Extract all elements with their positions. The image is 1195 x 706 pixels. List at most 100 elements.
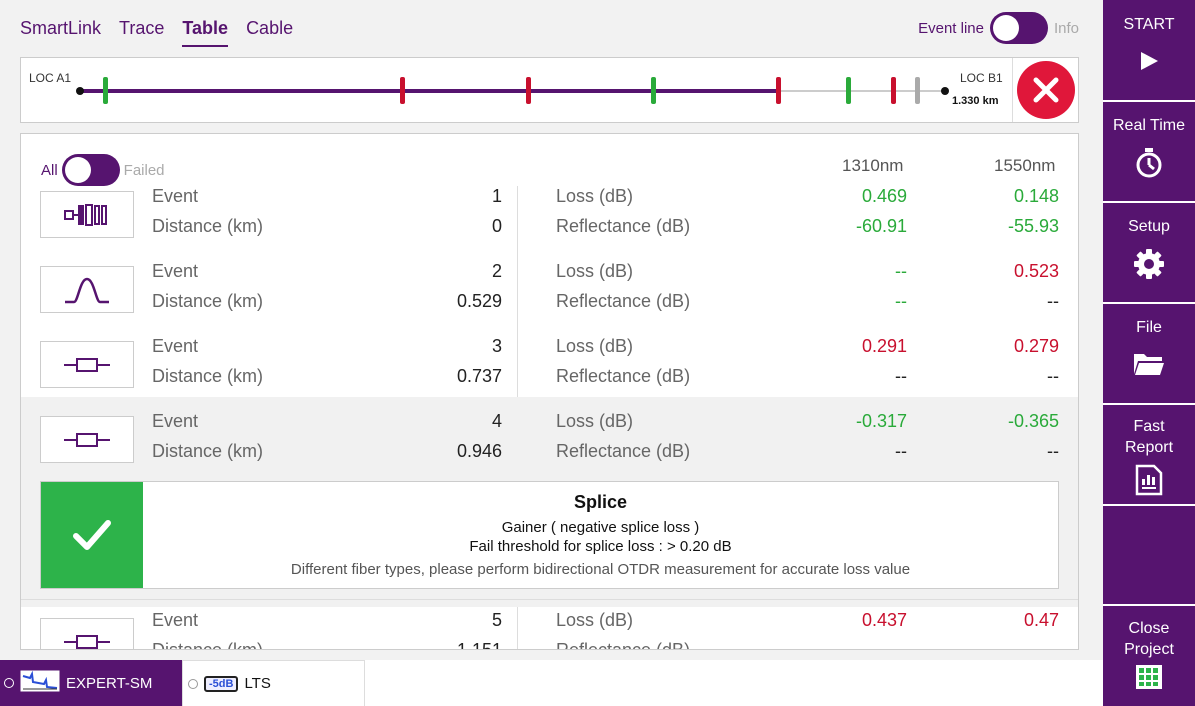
splice-line-1: Gainer ( negative splice loss ) — [501, 519, 700, 536]
reflectance-1310: -- — [895, 291, 907, 311]
filter-failed-label: Failed — [123, 161, 165, 179]
setup-button[interactable]: Setup — [1103, 203, 1195, 304]
setup-label: Setup — [1128, 218, 1170, 235]
link-event-marker-2 — [400, 77, 405, 104]
event-label: Event — [152, 186, 199, 206]
event-row-1[interactable]: Event 1 Distance (km) 0 Loss (dB) 0.469 … — [21, 182, 1078, 257]
splice-event-icon — [40, 341, 134, 388]
bottom-tab-bar: EXPERT-SM -5dB LTS — [0, 660, 1103, 706]
splice-event-icon — [40, 416, 134, 463]
event-distance: 0.529 — [456, 291, 502, 311]
event-number: 3 — [491, 336, 502, 356]
loss-label: Loss (dB) — [556, 411, 634, 431]
otdr-trace-icon — [20, 670, 60, 696]
start-button[interactable]: START — [1103, 0, 1195, 102]
wavelength-1550-header: 1550nm — [994, 156, 1056, 175]
link-event-marker-4 — [651, 77, 656, 104]
launch-connector-icon — [40, 191, 134, 238]
loss-1310: 0.437 — [861, 610, 907, 630]
distance-label: Distance (km) — [152, 640, 264, 650]
event-distance: 1.151 — [456, 640, 502, 650]
reflectance-label: Reflectance (dB) — [556, 441, 691, 461]
loss-1310: 0.469 — [861, 186, 907, 206]
close-project-button[interactable]: Close Project — [1103, 606, 1195, 706]
distance-label: Distance (km) — [152, 291, 264, 311]
all-failed-filter: All Failed — [41, 154, 165, 186]
event-distance: 0 — [491, 216, 502, 236]
event-line-toggle-group: Event line Info — [918, 12, 1079, 44]
reflectance-1310: -- — [895, 441, 907, 461]
close-project-label-line2: Project — [1124, 641, 1174, 658]
file-label: File — [1136, 319, 1162, 336]
link-end-label: LOC B1 — [960, 71, 1003, 85]
loss-1550: -0.365 — [1007, 411, 1059, 431]
reflectance-label: Reflectance (dB) — [556, 216, 691, 236]
project-grid-icon — [1103, 664, 1195, 695]
fast-report-label: Fast Report — [1103, 416, 1195, 458]
file-button[interactable]: File — [1103, 304, 1195, 405]
fast-report-label-line2: Report — [1124, 439, 1174, 456]
close-project-label-line1: Close — [1128, 620, 1170, 637]
loss-1310: 0.291 — [861, 336, 907, 356]
reflectance-1310: -- — [895, 366, 907, 386]
reflective-event-icon — [40, 266, 134, 313]
event-number: 2 — [491, 261, 502, 281]
stopwatch-icon — [1103, 147, 1195, 184]
loss-1550: 0.47 — [1023, 610, 1059, 630]
event-row-5[interactable]: Event 5 Distance (km) 1.151 Loss (dB) 0.… — [21, 599, 1078, 650]
splice-detail-card: Splice Gainer ( negative splice loss ) F… — [40, 481, 1059, 589]
loss-label: Loss (dB) — [556, 336, 634, 356]
fast-report-label-line1: Fast — [1133, 418, 1165, 435]
splice-detail-text: Splice Gainer ( negative splice loss ) F… — [143, 482, 1058, 578]
power-meter-icon: -5dB — [204, 675, 239, 692]
reflectance-1550: -- — [1047, 291, 1059, 311]
right-sidebar: START Real Time Setup File Fast Report — [1103, 0, 1195, 706]
sidebar-empty-slot — [1103, 506, 1195, 606]
event-line-info-toggle[interactable] — [989, 12, 1048, 44]
event-number: 4 — [491, 411, 502, 431]
loss-label: Loss (dB) — [556, 186, 634, 206]
tab-smartlink[interactable]: SmartLink — [20, 18, 102, 38]
tab-cable[interactable]: Cable — [246, 18, 294, 38]
reflectance-label: Reflectance (dB) — [556, 640, 691, 650]
event-line-label: Event line — [918, 19, 984, 37]
event-label: Event — [152, 610, 199, 630]
radio-indicator-icon — [188, 678, 198, 689]
link-event-marker-6 — [846, 77, 851, 104]
distance-label: Distance (km) — [152, 366, 264, 386]
bottom-tab-lts[interactable]: -5dB LTS — [182, 660, 365, 706]
event-label: Event — [152, 411, 199, 431]
reflectance-label: Reflectance (dB) — [556, 291, 691, 311]
link-event-marker-5 — [776, 77, 781, 104]
report-icon — [1103, 464, 1195, 501]
tab-table[interactable]: Table — [182, 18, 229, 47]
start-label: START — [1123, 16, 1175, 33]
event-number: 1 — [491, 186, 502, 206]
event-row-3[interactable]: Event 3 Distance (km) 0.737 Loss (dB) 0.… — [21, 332, 1078, 407]
reflectance-1310: -60.91 — [855, 216, 907, 236]
link-event-marker-1 — [103, 77, 108, 104]
link-event-marker-8 — [915, 77, 920, 104]
tab-trace[interactable]: Trace — [119, 18, 165, 38]
real-time-button[interactable]: Real Time — [1103, 102, 1195, 203]
link-overview: LOC A1 LOC B1 1.330 km — [20, 57, 1079, 123]
link-event-marker-3 — [526, 77, 531, 104]
reflectance-label: Reflectance (dB) — [556, 366, 691, 386]
pass-check-icon — [41, 482, 143, 588]
splice-title: Splice — [573, 492, 628, 512]
link-fail-status-button[interactable] — [1012, 58, 1078, 122]
distance-label: Distance (km) — [152, 216, 264, 236]
event-row-2[interactable]: Event 2 Distance (km) 0.529 Loss (dB) --… — [21, 257, 1078, 332]
reflectance-1550: -- — [1047, 441, 1059, 461]
fast-report-button[interactable]: Fast Report — [1103, 405, 1195, 506]
event-number: 5 — [491, 610, 502, 630]
fiber-link-line — [76, 77, 949, 104]
folder-icon — [1103, 351, 1195, 382]
bottom-tab-expert-sm[interactable]: EXPERT-SM — [0, 660, 182, 706]
splice-line-3: Different fiber types, please perform bi… — [290, 561, 911, 578]
link-event-marker-7 — [891, 77, 896, 104]
all-failed-toggle[interactable] — [61, 154, 120, 186]
play-icon — [1103, 50, 1195, 77]
wavelength-1310-header: 1310nm — [842, 156, 904, 175]
event-distance: 0.737 — [456, 366, 502, 386]
